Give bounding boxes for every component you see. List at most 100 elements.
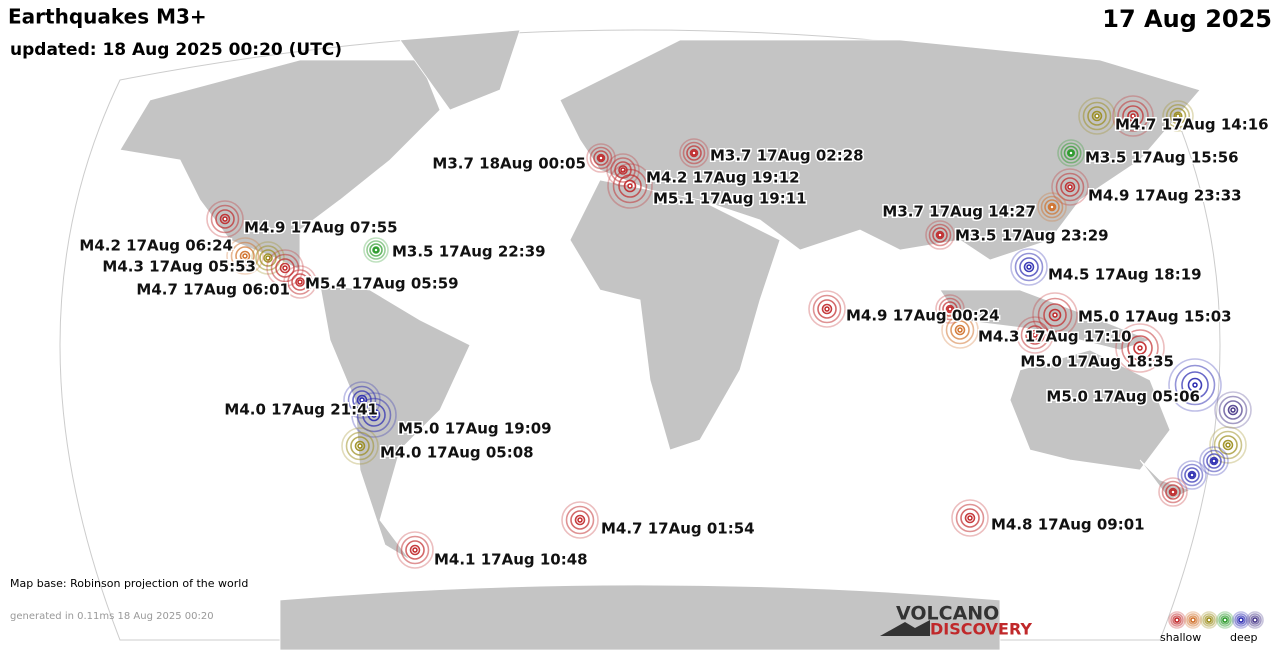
ring — [1032, 292, 1078, 338]
ring — [1020, 320, 1050, 350]
dot — [1189, 472, 1195, 478]
quake-label: M4.0 17Aug 21:41 — [224, 401, 378, 419]
ring — [270, 253, 300, 283]
quake-label: M3.5 17Aug 22:39 — [392, 243, 546, 261]
ring — [1227, 404, 1239, 416]
dot — [1067, 184, 1073, 190]
ring — [1186, 613, 1200, 627]
ring — [1222, 439, 1234, 451]
ring — [1091, 110, 1103, 122]
ring — [612, 168, 648, 204]
ring — [1168, 487, 1178, 497]
ring — [945, 304, 955, 314]
ring — [565, 505, 595, 535]
generated: generated in 0.11ms 18 Aug 2025 00:20 — [10, 611, 214, 622]
quake-label: M5.0 17Aug 18:35 — [1020, 353, 1174, 371]
ring — [1177, 460, 1207, 490]
quake-marker — [1032, 292, 1078, 338]
quake-label: M4.3 17Aug 17:10 — [978, 328, 1132, 346]
ring — [350, 436, 370, 456]
ring — [606, 153, 640, 187]
quake-marker — [226, 237, 264, 275]
ring — [1168, 611, 1186, 629]
dot — [577, 517, 583, 523]
quake-marker — [363, 237, 389, 263]
ring — [682, 141, 706, 165]
dot — [1190, 617, 1196, 623]
dot — [1225, 442, 1231, 448]
quake-marker — [1168, 358, 1222, 412]
quake-marker — [1177, 460, 1207, 490]
map-base: Map base: Robinson projection of the wor… — [10, 577, 248, 590]
ring — [935, 294, 965, 324]
ring — [1206, 453, 1222, 469]
ring — [821, 303, 833, 315]
quake-marker — [925, 220, 955, 250]
quake-marker — [1016, 316, 1054, 354]
dot — [297, 279, 303, 285]
quake-marker — [1115, 323, 1165, 373]
ring — [954, 324, 966, 336]
ring — [817, 299, 837, 319]
dot — [1026, 264, 1032, 270]
dot — [265, 255, 271, 261]
ring — [352, 390, 372, 410]
ring — [400, 535, 430, 565]
quake-marker — [1057, 139, 1085, 167]
quake-marker — [1162, 100, 1194, 132]
ring — [1218, 613, 1232, 627]
quake-marker — [1246, 611, 1264, 629]
dot — [1230, 407, 1236, 413]
quake-marker — [1051, 168, 1089, 206]
dot — [242, 253, 248, 259]
dot — [371, 412, 377, 418]
ring — [1214, 391, 1252, 429]
ring — [593, 150, 609, 166]
ring — [1121, 329, 1159, 367]
ring — [1060, 142, 1082, 164]
quake-marker — [1168, 611, 1186, 629]
ring — [239, 250, 251, 262]
ring — [1082, 101, 1112, 131]
ring — [1037, 192, 1067, 222]
ring — [235, 246, 255, 266]
ring — [1063, 145, 1079, 161]
ring — [945, 315, 975, 345]
quake-marker — [206, 200, 244, 238]
ring — [295, 277, 305, 287]
ring — [1025, 325, 1045, 345]
ring — [1200, 611, 1218, 629]
ring — [596, 153, 606, 163]
ring — [1209, 456, 1219, 466]
dot — [1049, 204, 1055, 210]
quake-marker — [1232, 611, 1250, 629]
ring — [369, 243, 383, 257]
ring — [1162, 100, 1194, 132]
quake-label: M4.8 17Aug 09:01 — [991, 516, 1145, 534]
land — [119, 29, 1201, 650]
ring — [347, 385, 377, 415]
ring — [808, 290, 846, 328]
dot — [947, 306, 953, 312]
dot — [937, 232, 943, 238]
ring — [1204, 615, 1214, 625]
ring — [589, 146, 613, 170]
dot — [222, 216, 228, 222]
ring — [1051, 168, 1089, 206]
ring — [1234, 613, 1248, 627]
ring — [1180, 463, 1204, 487]
ring — [1170, 613, 1184, 627]
ring — [1187, 470, 1197, 480]
quake-label: M4.0 17Aug 05:08 — [380, 444, 534, 462]
ring — [679, 138, 709, 168]
ring — [1087, 106, 1107, 126]
ring — [1202, 613, 1216, 627]
updated: updated: 18 Aug 2025 00:20 (UTC) — [10, 40, 342, 60]
ring — [291, 273, 309, 291]
ring — [1078, 97, 1116, 135]
ring — [812, 294, 842, 324]
ring — [1133, 341, 1147, 355]
legend-label: shallow — [1160, 631, 1201, 644]
logo-text: DISCOVERY — [930, 620, 1032, 639]
ring — [1117, 100, 1149, 132]
